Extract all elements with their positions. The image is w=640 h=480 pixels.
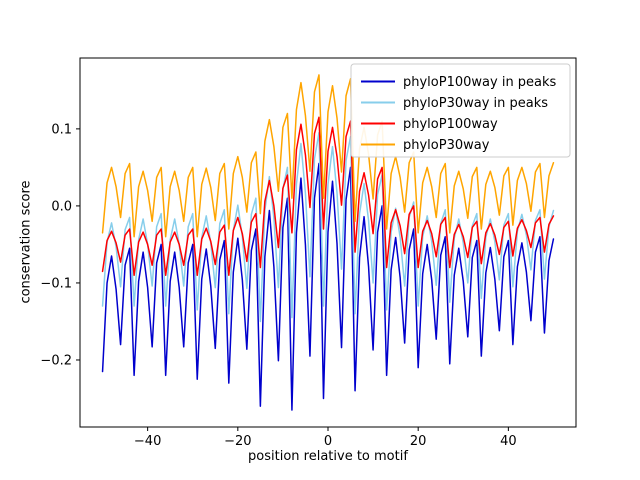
y-tick-label: −0.1 — [40, 276, 72, 291]
line-phylop100way-in-peaks — [101, 162, 555, 411]
legend-label: phyloP100way — [403, 117, 498, 132]
x-axis-label: position relative to motif — [248, 449, 408, 464]
legend-label: phyloP30way in peaks — [403, 96, 548, 111]
x-tick-label: −20 — [224, 434, 251, 449]
y-tick-label: −0.2 — [40, 353, 72, 368]
x-axis-ticks: −40 −20 0 20 40 — [134, 427, 517, 449]
legend-label: phyloP100way in peaks — [403, 75, 557, 90]
x-tick-label: 0 — [324, 434, 332, 449]
x-tick-label: 20 — [410, 434, 427, 449]
line-phylop30way — [101, 74, 555, 238]
y-tick-label: 0.0 — [51, 199, 72, 214]
legend-frame — [350, 63, 571, 158]
legend-label: phyloP30way — [403, 138, 490, 153]
y-axis-label: conservation score — [18, 180, 34, 304]
x-tick-label: 40 — [500, 434, 517, 449]
line-phylop100way — [101, 116, 555, 276]
x-tick-label: −40 — [134, 434, 161, 449]
y-axis-ticks: −0.2 −0.1 0.0 0.1 — [40, 122, 80, 368]
legend: phyloP100way in peaks phyloP30way in peak… — [350, 63, 571, 158]
y-tick-label: 0.1 — [51, 122, 72, 137]
